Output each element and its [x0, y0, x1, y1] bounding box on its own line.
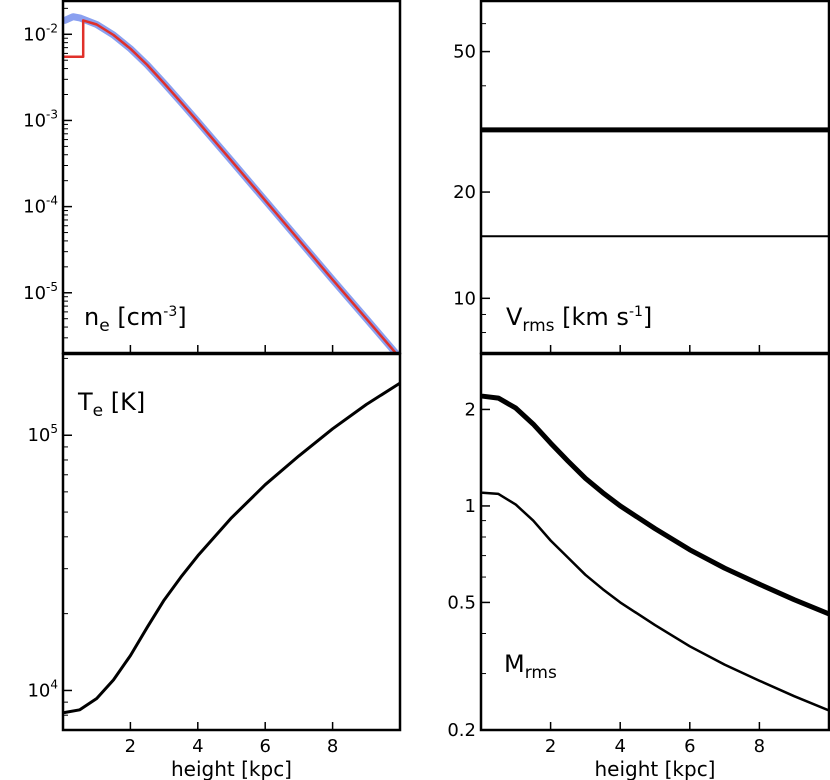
mrms-plot-frame — [479, 352, 830, 732]
mrms-xtick-label: 2 — [545, 736, 556, 757]
vrms-panel-label: Vrms [km s-1] — [506, 303, 652, 336]
te-xtick-label: 8 — [327, 736, 338, 757]
vrms-ytick-label: 10 — [453, 288, 476, 309]
mrms-xtick-label: 4 — [614, 736, 625, 757]
te-x-axis-title: height [kpc] — [171, 757, 292, 780]
ne-ytick-label: 10-3 — [23, 107, 58, 131]
panel-vrms: 50 20 10 Vrms [km s-1] — [453, 0, 830, 355]
vrms-ytick-label: 50 — [453, 42, 476, 63]
te-plot-frame — [61, 352, 402, 732]
ne-ytick-label: 10-5 — [23, 280, 58, 304]
mrms-series-thin-line — [481, 491, 829, 712]
ne-ytick-label: 10-2 — [23, 21, 58, 45]
vrms-plot-frame — [479, 0, 830, 355]
mrms-ytick-label: 0.2 — [447, 720, 476, 741]
te-panel-label: Te [K] — [77, 388, 145, 421]
mrms-panel-label: Mrms — [504, 650, 557, 683]
te-xtick-label: 6 — [259, 736, 270, 757]
ne-series-step-line — [63, 19, 398, 353]
te-series-Te-line — [63, 381, 400, 714]
ne-ytick-label: 10-4 — [23, 194, 58, 218]
ne-panel-label: ne [cm-3] — [84, 303, 187, 336]
panel-mrms: 2 1 0.5 0.2 2 4 6 8 height [kpc] Mrms — [447, 352, 830, 780]
mrms-series-thick-line — [481, 393, 829, 617]
mrms-xtick-label: 6 — [684, 736, 695, 757]
mrms-ytick-label: 2 — [465, 399, 476, 420]
panel-ne: 10-2 10-3 10-4 10-5 ne [cm-3] — [23, 0, 402, 355]
te-xtick-label: 2 — [125, 736, 136, 757]
te-ytick-label: 105 — [27, 422, 58, 446]
panel-te: 105 104 2 4 6 8 height [kpc] Te [K] — [27, 352, 402, 780]
te-ytick-label: 104 — [27, 677, 58, 701]
te-xtick-label: 4 — [192, 736, 203, 757]
mrms-xtick-label: 8 — [754, 736, 765, 757]
mrms-x-axis-title: height [kpc] — [595, 757, 716, 780]
mrms-ytick-label: 0.5 — [447, 592, 476, 613]
mrms-ytick-label: 1 — [465, 496, 476, 517]
vrms-ytick-label: 20 — [453, 182, 476, 203]
